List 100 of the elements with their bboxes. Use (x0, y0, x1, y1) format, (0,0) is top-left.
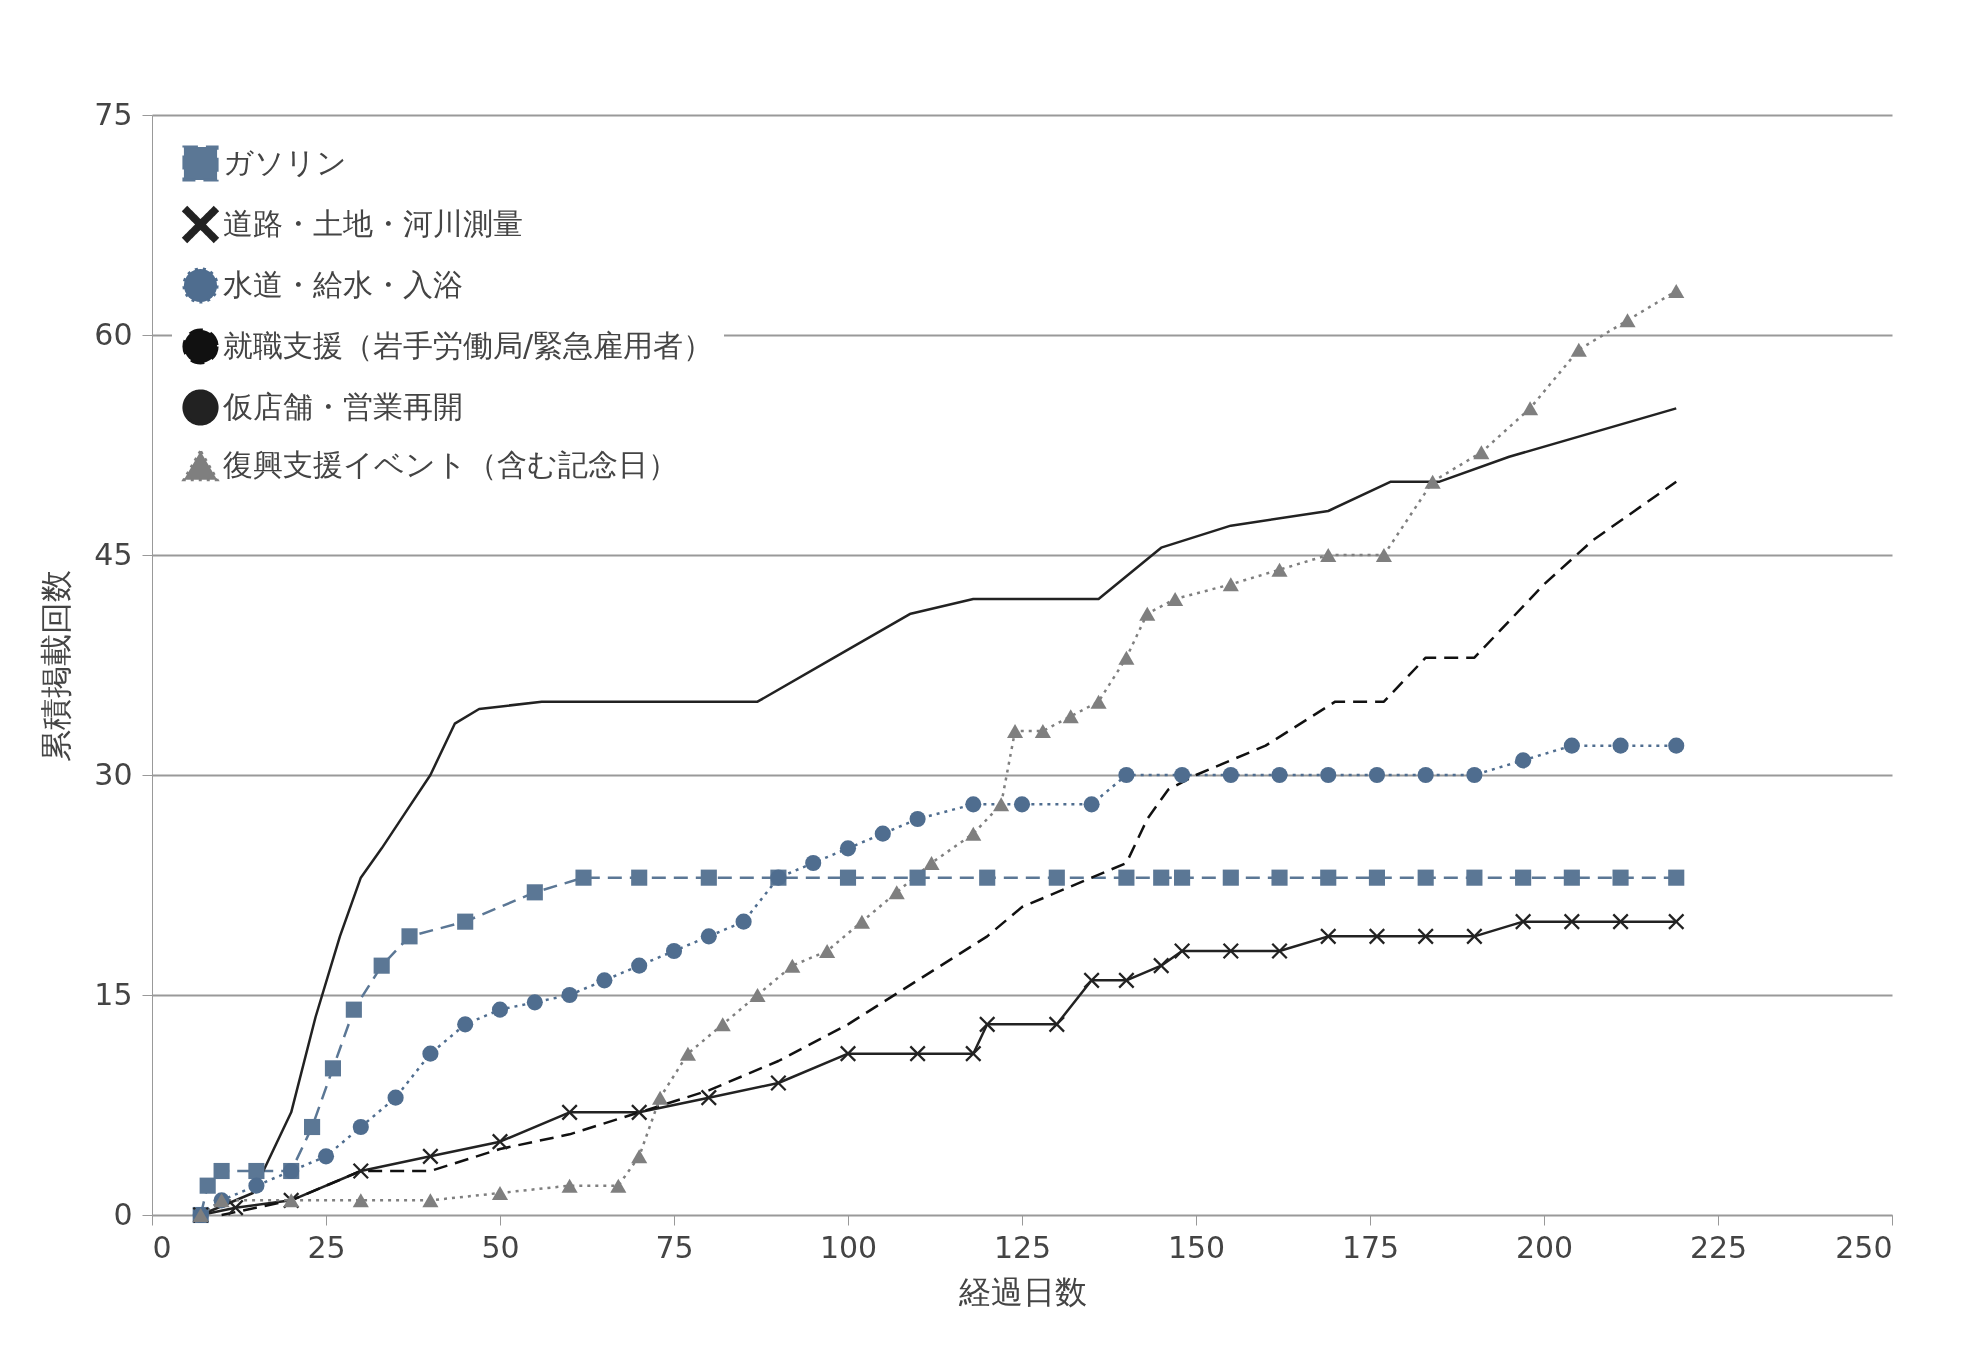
point (401, 928, 418, 945)
point (1320, 548, 1337, 562)
point (1271, 869, 1288, 886)
point (1473, 445, 1490, 460)
point (1619, 313, 1636, 328)
point (526, 884, 543, 901)
point (422, 1193, 439, 1208)
point (1417, 869, 1434, 886)
point (304, 1118, 321, 1136)
x-tick-label: 75 (655, 1229, 694, 1265)
point (1563, 913, 1580, 930)
point (1118, 766, 1135, 784)
y-tick-label: 0 (113, 1196, 133, 1232)
point (491, 1186, 509, 1200)
legend-label: 就職支援（岩手労働局/緊急雇用者） (223, 327, 714, 363)
point (248, 1177, 265, 1194)
point (888, 885, 905, 900)
point (965, 796, 982, 813)
point (1048, 1016, 1065, 1033)
point (596, 972, 613, 989)
point (199, 1177, 216, 1194)
x-tick-label: 0 (152, 1229, 172, 1265)
point (561, 1104, 578, 1121)
point (1034, 724, 1051, 738)
point (839, 840, 857, 857)
point (1174, 869, 1191, 886)
point (1062, 709, 1079, 724)
point (700, 1089, 717, 1106)
point (1174, 766, 1191, 784)
legend-label: 復興支援イベント（含む記念日） (223, 446, 678, 482)
point (909, 810, 926, 828)
legend-label: 道路・土地・河川測量 (223, 205, 523, 241)
point (1368, 869, 1386, 886)
point (909, 1045, 926, 1062)
point (324, 1060, 342, 1077)
point (213, 1162, 230, 1180)
point (491, 1133, 509, 1150)
point (1612, 869, 1629, 886)
point (1375, 548, 1392, 562)
point (1139, 606, 1156, 621)
x-tick-label: 200 (1515, 1229, 1574, 1265)
point (457, 1016, 474, 1033)
point (735, 913, 752, 930)
legend-label: 水道・給水・入浴 (223, 266, 463, 302)
point (1174, 942, 1191, 960)
point (1368, 766, 1386, 784)
point (853, 914, 870, 929)
point (979, 869, 996, 886)
point (387, 1089, 404, 1106)
point (770, 1074, 787, 1092)
point (1013, 796, 1031, 813)
point (714, 1017, 731, 1032)
point (1153, 957, 1170, 974)
point (839, 869, 857, 886)
point (631, 869, 648, 886)
point (1515, 752, 1532, 769)
point (352, 1118, 369, 1136)
legend-label: 仮店舗・営業再開 (222, 388, 463, 424)
x-tick-label: 150 (1167, 1229, 1226, 1265)
point (1515, 869, 1532, 886)
point (1090, 694, 1107, 709)
point (923, 856, 940, 870)
point (749, 988, 766, 1002)
point (839, 1045, 857, 1062)
point (909, 869, 926, 886)
y-tick-label: 15 (94, 976, 133, 1012)
point (631, 1104, 648, 1121)
point (1570, 342, 1587, 357)
point (352, 1162, 369, 1180)
point (1222, 577, 1239, 592)
point (1466, 766, 1483, 784)
point (1563, 869, 1580, 886)
point (422, 1148, 439, 1165)
point (965, 826, 982, 841)
point (1417, 928, 1434, 945)
y-tick-label: 45 (94, 536, 133, 572)
point (874, 825, 891, 842)
legend-label: ガソリン (223, 144, 347, 180)
point (373, 957, 390, 974)
point (700, 869, 717, 886)
point (317, 1148, 335, 1165)
point (700, 928, 717, 945)
point (993, 797, 1010, 812)
point (1006, 724, 1024, 738)
point (1668, 913, 1685, 930)
point (1222, 942, 1239, 960)
point (665, 942, 683, 960)
point (1048, 869, 1065, 886)
point (422, 1045, 439, 1062)
point (1320, 869, 1337, 886)
point (1466, 869, 1483, 886)
x-tick-label: 50 (481, 1229, 520, 1265)
point (1466, 928, 1483, 945)
point (652, 1090, 669, 1105)
point (805, 854, 822, 872)
point (1417, 766, 1434, 784)
point (1563, 737, 1580, 754)
point (1118, 869, 1135, 886)
point (610, 1178, 627, 1193)
point (575, 869, 592, 886)
